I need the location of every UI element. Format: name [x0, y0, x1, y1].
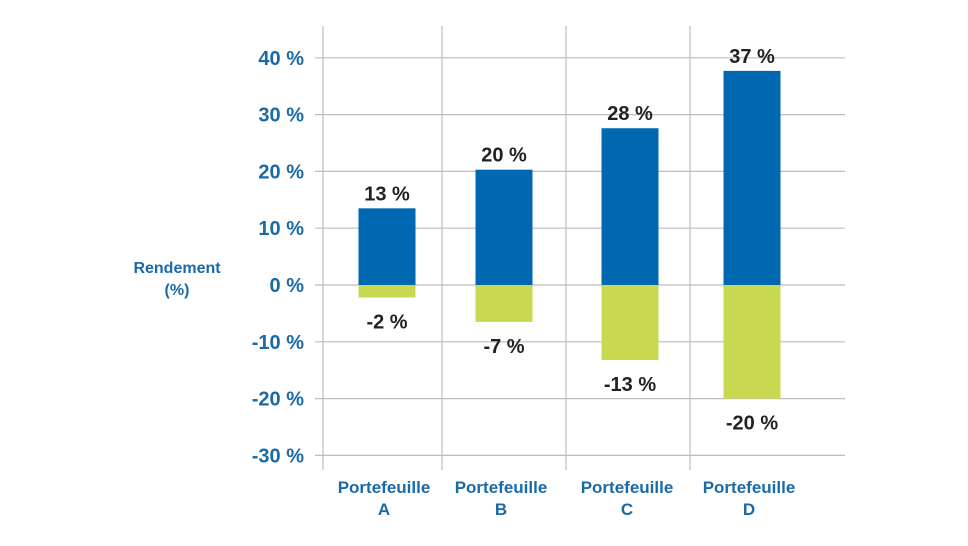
y-tick-label: 30 %: [258, 105, 304, 127]
x-category-label: C: [621, 500, 633, 519]
x-category-label: Portefeuille: [581, 478, 674, 497]
y-axis-label: (%): [165, 282, 190, 299]
x-category-label: B: [495, 500, 507, 519]
bar-positive: [723, 70, 781, 285]
data-label-positive: 37 %: [729, 46, 775, 68]
bar-negative: [723, 285, 781, 399]
y-tick-label: 0 %: [270, 275, 305, 297]
data-label-negative: -13 %: [604, 374, 656, 396]
y-tick-label: 40 %: [258, 48, 304, 70]
x-category-label: Portefeuille: [703, 478, 796, 497]
y-tick-label: 20 %: [258, 161, 304, 183]
bar-positive: [358, 208, 416, 285]
bar-negative: [475, 285, 533, 322]
bar-negative: [601, 285, 659, 360]
data-label-negative: -7 %: [483, 336, 524, 358]
data-label-positive: 28 %: [607, 103, 653, 125]
x-category-label: Portefeuille: [338, 478, 431, 497]
x-category-label: D: [743, 500, 755, 519]
y-tick-label: 10 %: [258, 218, 304, 240]
data-label-positive: 13 %: [364, 183, 410, 205]
x-category-label: Portefeuille: [455, 478, 548, 497]
y-axis-label: Rendement: [133, 260, 221, 277]
data-label-negative: -20 %: [726, 413, 778, 435]
data-label-negative: -2 %: [366, 311, 407, 333]
y-tick-label: -20 %: [252, 389, 304, 411]
y-tick-label: -30 %: [252, 445, 304, 467]
bar-positive: [601, 128, 659, 285]
x-category-label: A: [378, 500, 390, 519]
y-tick-label: -10 %: [252, 332, 304, 354]
bar-positive: [475, 169, 533, 285]
data-label-positive: 20 %: [481, 145, 527, 167]
bar-negative: [358, 285, 416, 298]
